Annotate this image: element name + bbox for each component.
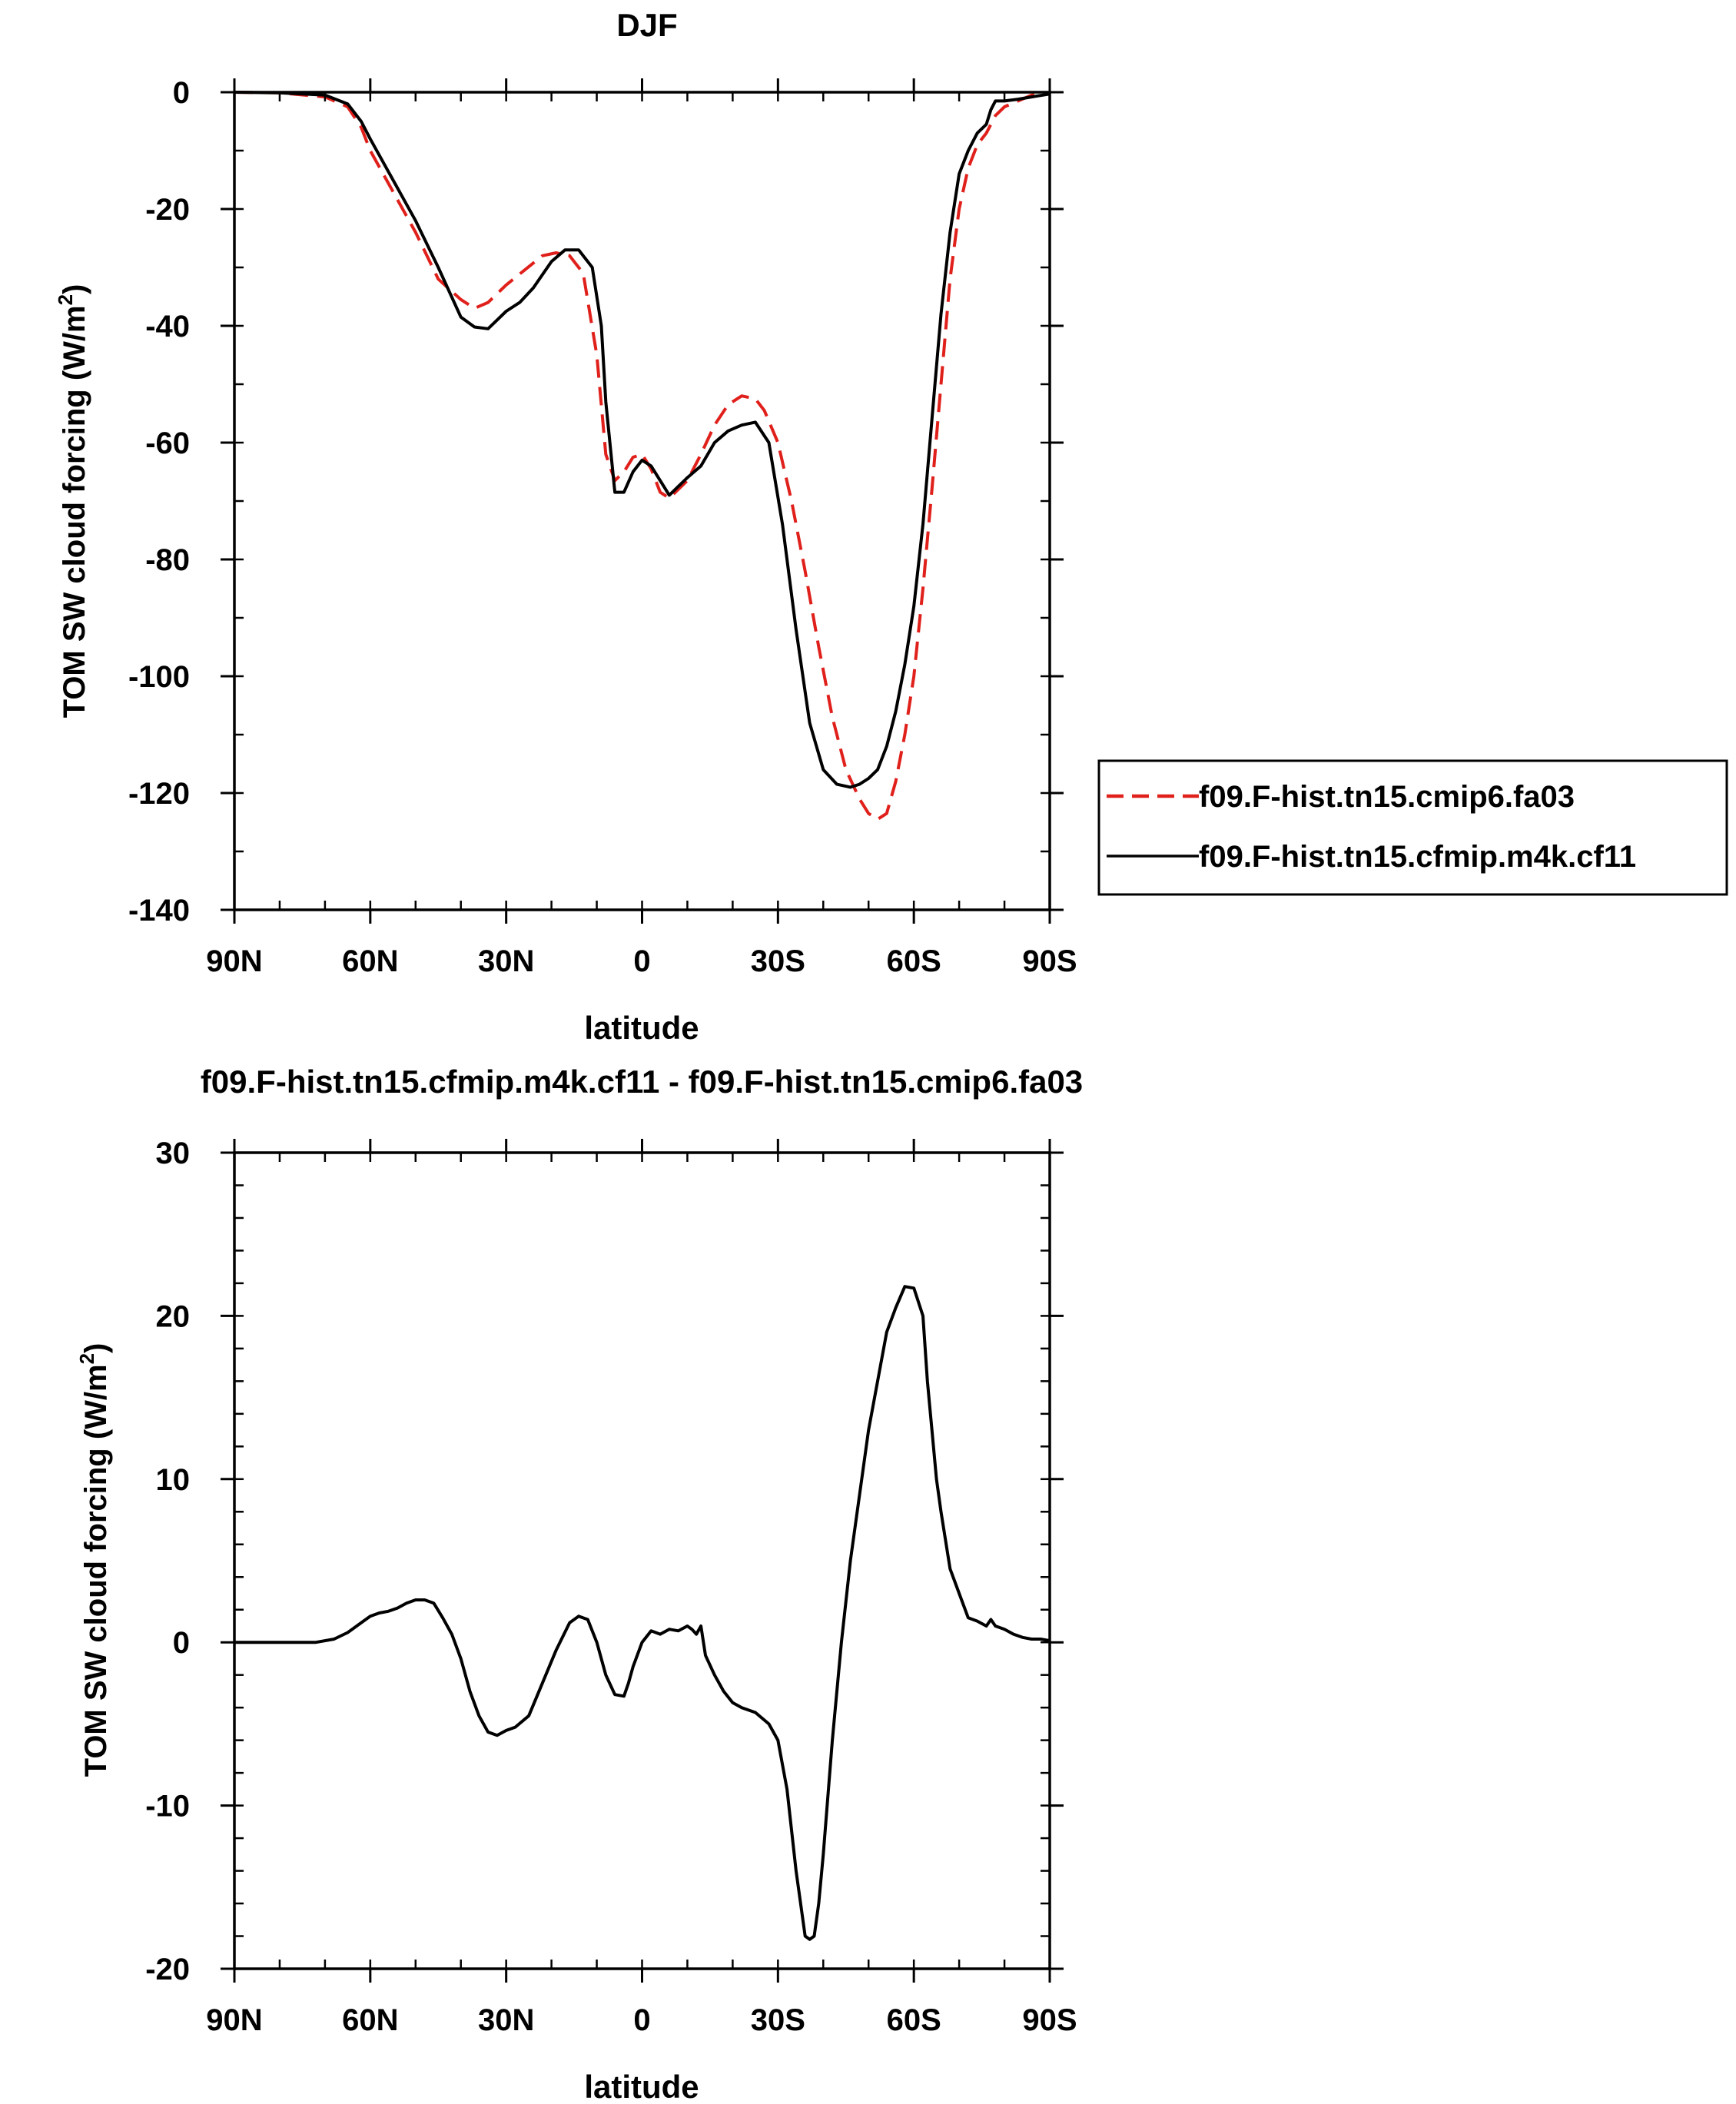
top-x-tick-label: 60N [342, 944, 398, 978]
legend-label-cfmip-m4k-cf11: f09.F-hist.tn15.cfmip.m4k.cf11 [1199, 840, 1636, 874]
top-y-tick-label: -20 [145, 193, 190, 227]
top-x-tick-label: 60S [887, 944, 941, 978]
bottom-x-tick-label: 60S [887, 2003, 941, 2037]
top-panel: DJF 90N 60N 30N 0 30S 60S 90S 0 -20 -40 -60 -80 -100… [54, 7, 1728, 1046]
top-x-tick-label: 30S [751, 944, 805, 978]
bottom-y-tick-label: 30 [156, 1137, 191, 1170]
top-y-tick-label: -120 [128, 777, 190, 811]
top-plot-frame [233, 91, 1051, 911]
top-series-line-0 [234, 91, 1051, 821]
bottom-x-tick-label: 90N [206, 2003, 262, 2037]
bottom-ticks-layer: 90N 60N 30N 0 30S 60S 90S 30 20 10 0 -10 -20 [145, 1137, 1077, 2037]
top-series-layer [234, 91, 1051, 821]
bottom-y-axis-label-tail: ) [79, 1343, 113, 1353]
bottom-x-tick-label: 30N [478, 2003, 534, 2037]
legend: f09.F-hist.tn15.cmip6.fa03 f09.F-hist.tn… [1097, 759, 1728, 896]
bottom-y-tick-label: -10 [145, 1790, 190, 1824]
legend-box [1097, 759, 1728, 896]
bottom-y-tick-label: 10 [156, 1463, 191, 1497]
top-y-tick-label: 0 [173, 76, 190, 110]
bottom-chart-title: f09.F-hist.tn15.cfmip.m4k.cf11 - f09.F-h… [201, 1064, 1083, 1100]
top-y-axis-label: TOM SW cloud forcing (W/m2) [54, 284, 91, 718]
bottom-plot-frame [233, 1151, 1051, 1970]
bottom-x-axis-label: latitude [584, 2069, 699, 2104]
top-y-tick-label: -80 [145, 543, 190, 577]
top-y-tick-label: -140 [128, 894, 190, 928]
bottom-y-tick-label: 20 [156, 1299, 191, 1333]
bottom-y-tick-label: -20 [145, 1953, 190, 1986]
bottom-x-tick-label: 60N [342, 2003, 398, 2037]
bottom-x-tick-label: 90S [1022, 2003, 1077, 2037]
top-x-tick-label: 30N [478, 944, 534, 978]
bottom-series-line-0 [234, 1285, 1051, 1941]
bottom-x-tick-label: 0 [633, 2003, 650, 2037]
top-x-tick-label: 0 [633, 944, 650, 978]
bottom-x-tick-label: 30S [751, 2003, 805, 2037]
top-x-tick-label: 90S [1022, 944, 1077, 978]
top-y-tick-label: -40 [145, 310, 190, 343]
top-ticks-layer: 90N 60N 30N 0 30S 60S 90S 0 -20 -40 -60 -80 -100 -120… [128, 76, 1077, 978]
bottom-series-layer [234, 1285, 1051, 1941]
top-y-tick-label: -60 [145, 426, 190, 460]
top-series-line-1 [234, 91, 1051, 789]
top-x-tick-label: 90N [206, 944, 262, 978]
top-y-axis-label-main: TOM SW cloud forcing (W/m [58, 305, 91, 718]
top-y-axis-label-tail: ) [58, 284, 91, 294]
legend-label-cmip6-fa03: f09.F-hist.tn15.cmip6.fa03 [1199, 780, 1575, 814]
bottom-y-axis-label-superscript: 2 [75, 1353, 98, 1364]
top-x-axis-label: latitude [584, 1010, 699, 1046]
bottom-y-tick-label: 0 [173, 1626, 190, 1660]
top-y-axis-label-superscript: 2 [54, 294, 77, 305]
bottom-y-axis-label-main: TOM SW cloud forcing (W/m [79, 1364, 113, 1777]
top-chart-title: DJF [616, 7, 677, 43]
bottom-panel: f09.F-hist.tn15.cfmip.m4k.cf11 - f09.F-h… [75, 1064, 1083, 2104]
top-y-tick-label: -100 [128, 660, 190, 694]
bottom-y-axis-label: TOM SW cloud forcing (W/m2) [75, 1343, 113, 1777]
